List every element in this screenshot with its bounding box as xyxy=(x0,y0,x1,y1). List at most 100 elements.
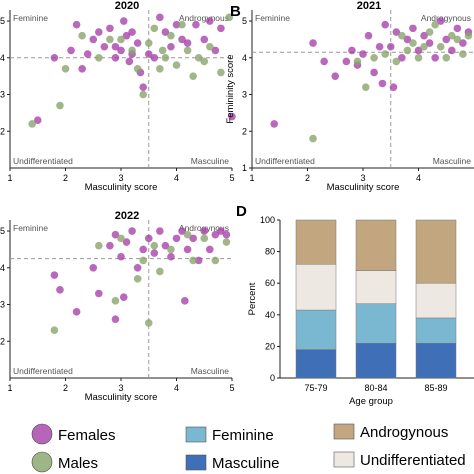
x-tick-label: 2 xyxy=(305,173,310,183)
data-point-female xyxy=(150,249,159,257)
y-tick-label: 2 xyxy=(242,126,247,136)
data-point-female xyxy=(72,308,81,316)
y-tick-label: 4 xyxy=(0,53,5,63)
data-point-male xyxy=(459,50,467,58)
data-point-male xyxy=(392,57,401,66)
data-point-female xyxy=(348,46,356,55)
legend-label-masculine: Masculine xyxy=(212,455,280,472)
data-point-male xyxy=(436,42,445,51)
panel-2021: 2021 B Feminine Androgynous Undifferentiated… xyxy=(225,0,474,193)
data-point-male xyxy=(211,256,220,265)
quadrant-label-undifferentiated: Undifferentiated xyxy=(13,366,73,376)
data-point-female xyxy=(459,39,467,47)
quadrant-label-feminine: Feminine xyxy=(13,13,48,23)
data-point-male xyxy=(28,120,36,128)
data-point-female xyxy=(122,238,131,246)
quadrant-label-undifferentiated: Undifferentiated xyxy=(13,156,73,166)
data-point-male xyxy=(158,46,167,55)
data-point-female xyxy=(211,46,220,55)
panel-age-group-bars: D020406080100Percent75-7980-8485-8990+Ag… xyxy=(236,203,474,407)
data-point-female xyxy=(78,64,86,73)
legend-label-feminine: Feminine xyxy=(212,427,274,444)
data-point-female xyxy=(167,252,175,261)
y-tick-label: 100 xyxy=(260,215,275,225)
x-axis-label: Masculinity score xyxy=(327,182,400,193)
data-point-female xyxy=(420,31,428,40)
data-point-female xyxy=(436,17,445,25)
data-point-male xyxy=(133,274,142,283)
data-point-female xyxy=(386,42,395,51)
data-point-female xyxy=(409,24,417,33)
x-tick-label: 4 xyxy=(174,383,179,393)
data-point-male xyxy=(222,238,231,246)
quadrant-label-feminine: Feminine xyxy=(255,13,290,23)
data-point-female xyxy=(331,72,340,80)
y-tick-label: 3 xyxy=(0,300,5,310)
data-point-female xyxy=(133,263,142,272)
data-point-male xyxy=(403,46,412,55)
data-point-male xyxy=(194,53,203,62)
data-point-female xyxy=(192,20,200,29)
data-point-female xyxy=(95,28,103,36)
data-point-female xyxy=(183,245,192,254)
data-point-male xyxy=(370,53,378,62)
data-point-female xyxy=(111,230,120,239)
quadrant-label-masculine: Masculine xyxy=(433,156,472,166)
x-axis-label: Masculinity score xyxy=(85,182,158,193)
data-point-female xyxy=(50,53,59,62)
data-point-female xyxy=(270,120,279,128)
quadrant-label-undifferentiated: Undifferentiated xyxy=(255,156,315,166)
data-point-female xyxy=(378,79,387,88)
y-tick-label: 20 xyxy=(265,341,275,351)
bar-segment-undifferentiated xyxy=(415,282,457,319)
data-point-female xyxy=(144,234,153,243)
y-tick-label: 80 xyxy=(265,247,275,257)
y-tick-label: 5 xyxy=(0,226,5,236)
panel-letter: B xyxy=(230,3,241,20)
data-point-female xyxy=(178,35,186,44)
legend-label-females: Females xyxy=(58,427,116,444)
data-point-female xyxy=(172,20,181,29)
data-point-male xyxy=(442,53,451,62)
data-point-female xyxy=(119,293,128,301)
data-point-female xyxy=(200,35,209,44)
data-point-male xyxy=(431,20,439,29)
legend-label-males: Males xyxy=(58,455,98,472)
x-tick-label: 1 xyxy=(7,383,12,393)
data-point-male xyxy=(172,61,181,69)
data-point-female xyxy=(206,245,214,254)
data-point-female xyxy=(228,112,236,121)
legend-label-androgynous: Androgynous xyxy=(360,424,448,441)
data-point-female xyxy=(89,35,98,44)
data-point-female xyxy=(398,53,406,62)
data-point-male xyxy=(167,31,175,40)
data-point-male xyxy=(420,42,428,51)
data-point-female xyxy=(133,39,142,47)
data-point-female xyxy=(139,83,147,91)
data-point-male xyxy=(381,50,390,58)
legend-label-undifferentiated: Undifferentiated xyxy=(360,452,466,469)
data-point-male xyxy=(309,134,317,143)
x-axis-label: Masculinity score xyxy=(85,392,158,403)
data-point-male xyxy=(183,46,192,55)
data-point-female xyxy=(128,28,136,36)
data-point-female xyxy=(200,227,209,235)
data-point-female xyxy=(183,39,192,47)
bar-segment-masculine xyxy=(415,342,457,379)
data-point-male xyxy=(78,31,86,40)
data-point-male xyxy=(448,31,456,40)
data-point-female xyxy=(111,53,120,62)
data-point-female xyxy=(392,28,401,36)
data-point-male xyxy=(167,245,175,254)
y-tick-label: 40 xyxy=(265,310,275,320)
data-point-female xyxy=(106,241,114,250)
data-point-female xyxy=(431,53,439,62)
data-point-female xyxy=(156,227,164,235)
y-tick-label: 5 xyxy=(242,16,247,26)
x-tick-label: 2 xyxy=(63,383,68,393)
data-point-female xyxy=(89,263,98,272)
data-point-female xyxy=(33,116,42,125)
data-point-male xyxy=(361,83,370,91)
y-tick-label: 3 xyxy=(242,90,247,100)
